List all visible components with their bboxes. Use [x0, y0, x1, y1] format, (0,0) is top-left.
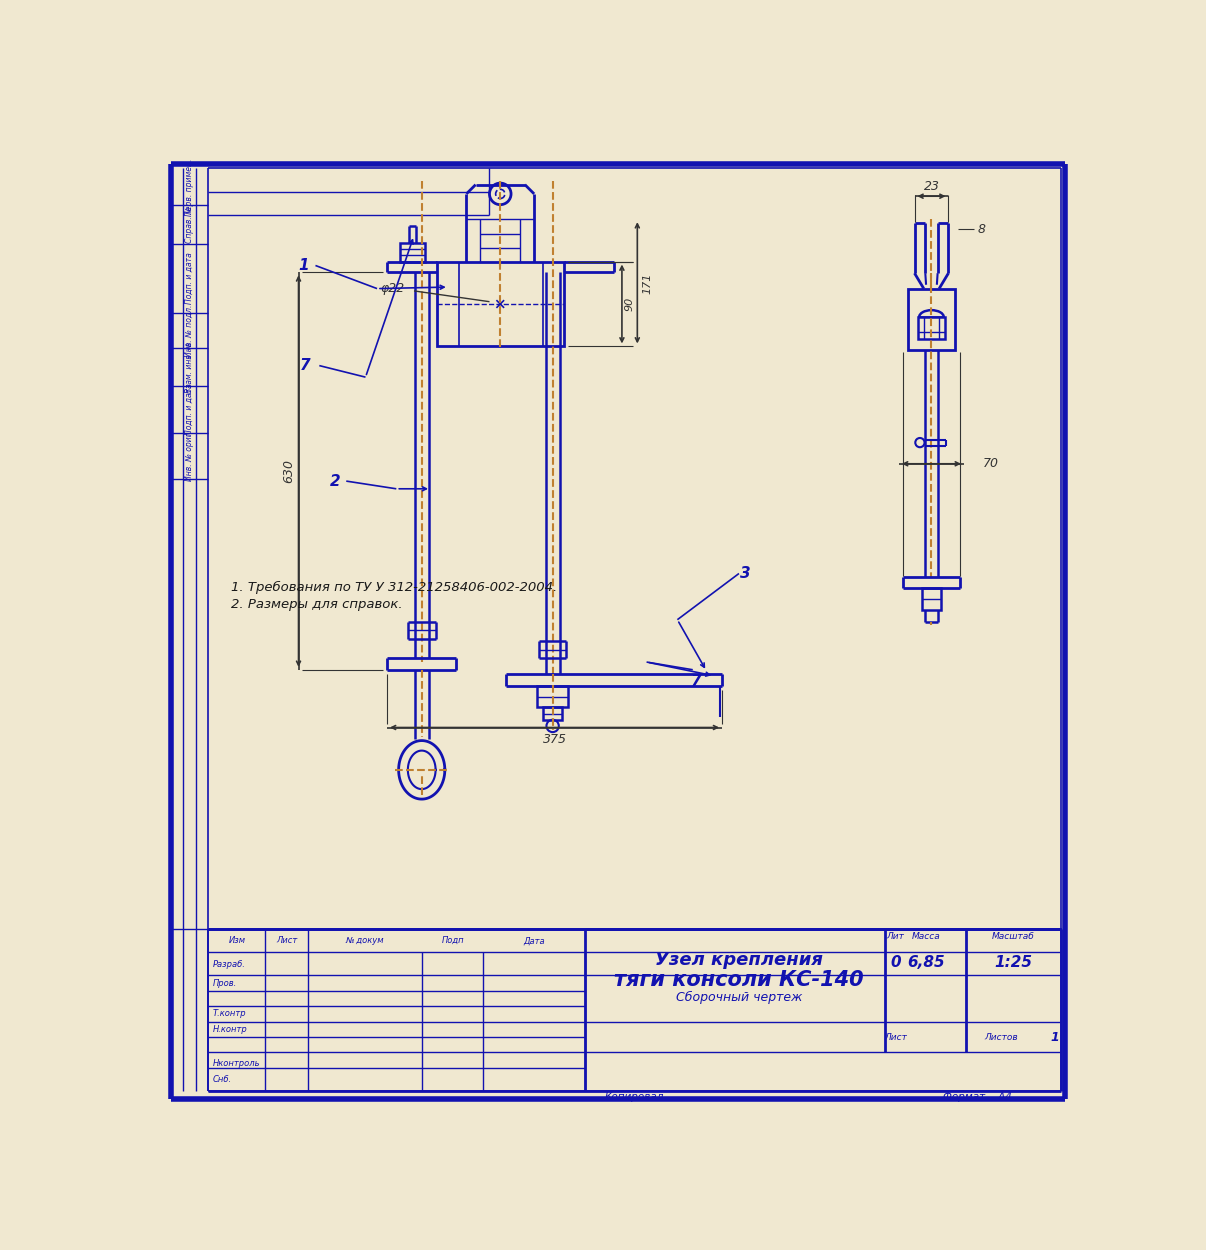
Text: Масштаб: Масштаб: [991, 932, 1035, 941]
Text: 1:25: 1:25: [994, 955, 1032, 970]
Text: Справ. №: Справ. №: [185, 206, 194, 244]
Text: Н.контр: Н.контр: [213, 1025, 247, 1034]
Text: 70: 70: [983, 458, 999, 470]
Text: Подп. и дата: Подп. и дата: [185, 253, 194, 305]
Text: тяги консоли КС-140: тяги консоли КС-140: [614, 970, 863, 990]
Text: 2: 2: [329, 474, 340, 489]
Bar: [923, 589, 941, 610]
Text: 3: 3: [739, 566, 750, 581]
Text: № докум: № докум: [345, 936, 384, 945]
Text: φ22: φ22: [380, 282, 404, 295]
Text: 1: 1: [299, 258, 309, 272]
Text: Т.контр: Т.контр: [213, 1010, 247, 1019]
Bar: [437, 261, 564, 346]
Text: 8: 8: [978, 222, 985, 236]
Text: Изм: Изм: [228, 936, 246, 945]
Bar: [400, 244, 425, 261]
Text: 23: 23: [924, 180, 939, 194]
Bar: [537, 686, 568, 707]
Text: Взам. инв. №: Взам. инв. №: [185, 341, 194, 392]
Text: Листов: Листов: [984, 1032, 1018, 1041]
Text: Лист: Лист: [884, 1032, 907, 1041]
Text: Пров.: Пров.: [213, 979, 238, 988]
Text: Подп. и дата: Подп. и дата: [185, 384, 194, 435]
Text: 630: 630: [282, 459, 295, 482]
Text: Перв. примен.: Перв. примен.: [185, 159, 194, 216]
Text: Инв. № подл.: Инв. № подл.: [185, 305, 194, 356]
Text: Нконтроль: Нконтроль: [213, 1060, 260, 1069]
Bar: [918, 318, 946, 339]
Text: Сборочный чертеж: Сборочный чертеж: [675, 990, 802, 1004]
Text: Узел крепления: Узел крепления: [655, 951, 822, 969]
Bar: [908, 289, 955, 350]
Text: Подп: Подп: [441, 936, 464, 945]
Text: 0: 0: [890, 955, 901, 970]
Text: 1. Требования по ТУ У 312-21258406-002-2004.: 1. Требования по ТУ У 312-21258406-002-2…: [230, 581, 557, 594]
Text: 1: 1: [1050, 1030, 1059, 1044]
Text: Лист: Лист: [276, 936, 298, 945]
Text: 7: 7: [691, 674, 702, 689]
Text: Масса: Масса: [912, 932, 941, 941]
Text: Разраб.: Разраб.: [213, 960, 246, 969]
Text: Копировал: Копировал: [604, 1092, 665, 1102]
Text: Лит: Лит: [886, 932, 904, 941]
Text: 6,85: 6,85: [907, 955, 944, 970]
Text: 375: 375: [543, 732, 567, 745]
Text: Снб.: Снб.: [213, 1075, 233, 1084]
Text: Инв. № ориг.: Инв. № ориг.: [185, 430, 194, 481]
Text: 7: 7: [300, 357, 311, 372]
Text: 2. Размеры для справок.: 2. Размеры для справок.: [230, 598, 403, 611]
Text: 90: 90: [625, 296, 634, 311]
Text: Дата: Дата: [523, 936, 545, 945]
Bar: [544, 707, 562, 720]
Text: 171: 171: [643, 272, 652, 294]
Text: Формат    А4: Формат А4: [943, 1092, 1012, 1102]
